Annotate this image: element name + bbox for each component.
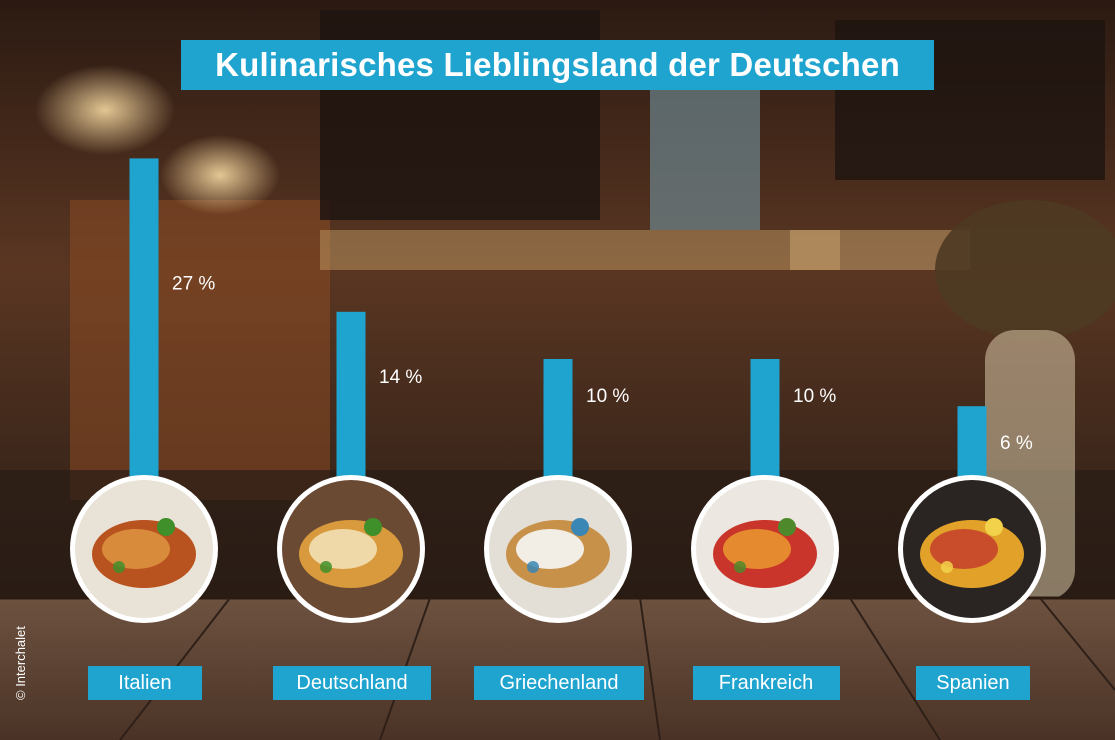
- category-label-italien: Italien: [88, 666, 202, 700]
- value-label-griechenland: 10 %: [586, 386, 629, 407]
- value-label-italien: 27 %: [172, 274, 215, 295]
- bar-griechenland: [543, 359, 573, 483]
- category-label-griechenland: Griechenland: [474, 666, 644, 700]
- bar-deutschland: [336, 311, 366, 483]
- schnitzel-photo: [277, 475, 425, 623]
- copyright-notice: © Interchalet: [13, 626, 28, 700]
- gyros-skewer-photo: [484, 475, 632, 623]
- category-label-spanien: Spanien: [916, 666, 1030, 700]
- bar-italien: [129, 158, 159, 483]
- category-label-deutschland: Deutschland: [272, 666, 432, 700]
- value-label-spanien: 6 %: [1000, 433, 1033, 454]
- value-label-frankreich: 10 %: [793, 386, 836, 407]
- paella-photo: [898, 475, 1046, 623]
- ratatouille-photo: [691, 475, 839, 623]
- category-label-frankreich: Frankreich: [692, 666, 840, 700]
- lasagne-photo: [70, 475, 218, 623]
- bar-spanien: [957, 406, 987, 483]
- chart-title: Kulinarisches Lieblingsland der Deutsche…: [181, 40, 934, 90]
- value-label-deutschland: 14 %: [379, 367, 422, 388]
- bar-frankreich: [750, 359, 780, 483]
